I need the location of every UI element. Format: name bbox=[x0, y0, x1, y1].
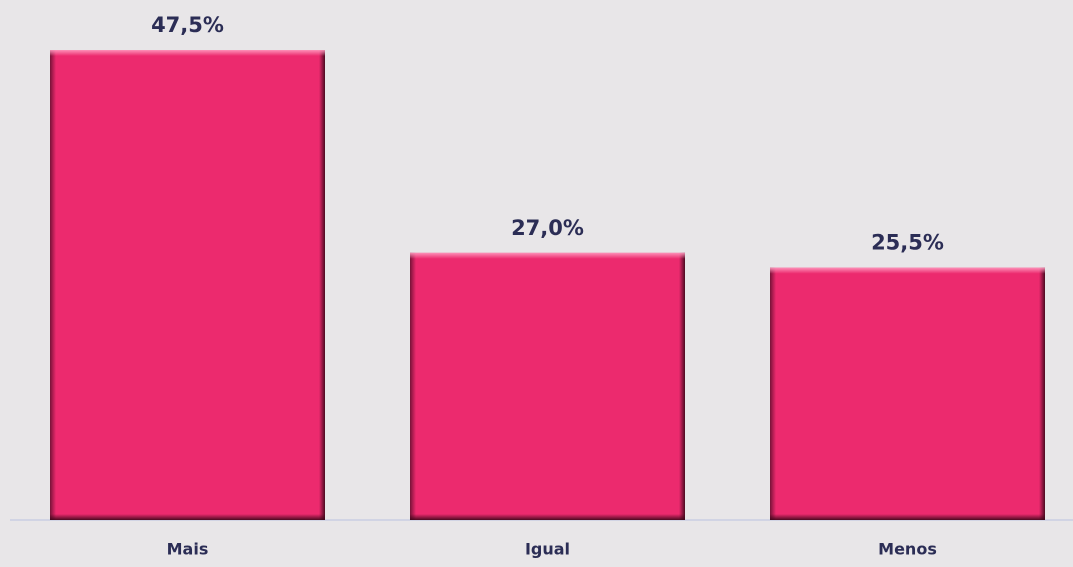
category-label: Igual bbox=[525, 540, 570, 559]
bar-bevel bbox=[319, 50, 325, 520]
bar-bevel bbox=[50, 50, 56, 520]
bar-bevel bbox=[679, 252, 685, 520]
bar-bevel bbox=[410, 252, 685, 259]
bar-bevel bbox=[770, 267, 1045, 274]
value-label: 47,5% bbox=[151, 13, 224, 37]
category-label: Mais bbox=[167, 540, 209, 559]
bar-bevel bbox=[50, 50, 325, 56]
bar bbox=[770, 267, 1045, 520]
category-label: Menos bbox=[878, 540, 937, 559]
bar-bevel bbox=[770, 267, 776, 520]
value-label: 25,5% bbox=[871, 231, 944, 255]
bar bbox=[410, 252, 685, 520]
bar-bevel bbox=[1039, 267, 1045, 520]
value-label: 27,0% bbox=[511, 216, 584, 240]
bar-bevel bbox=[410, 514, 685, 520]
bar-bevel bbox=[50, 514, 325, 520]
bar-bevel bbox=[770, 514, 1045, 520]
bar-bevel bbox=[410, 252, 416, 520]
bar bbox=[50, 50, 325, 520]
